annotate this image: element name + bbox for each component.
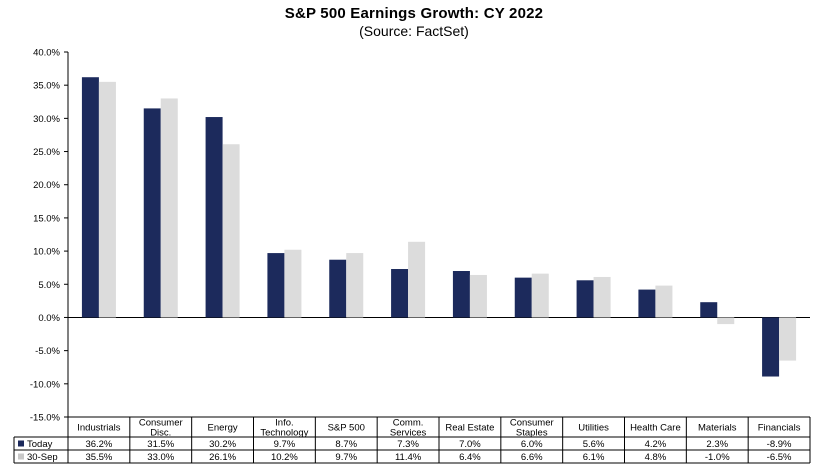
- category-label: Financials: [758, 423, 801, 434]
- data-label-30-sep: -1.0%: [705, 452, 730, 463]
- category-label: Energy: [208, 423, 238, 434]
- category-label: Comm.: [393, 418, 424, 429]
- legend-label-today: Today: [27, 439, 53, 450]
- y-tick-label: 40.0%: [33, 48, 60, 59]
- y-tick-label: 0.0%: [38, 313, 60, 324]
- bar-today: [267, 253, 285, 318]
- chart-subtitle: (Source: FactSet): [359, 23, 469, 39]
- bar-30-sep: [160, 98, 178, 318]
- bar-30-sep: [593, 276, 611, 318]
- category-label: S&P 500: [328, 423, 365, 434]
- y-tick-label: -10.0%: [30, 379, 61, 390]
- data-label-30-sep: 26.1%: [209, 452, 236, 463]
- bar-30-sep: [531, 273, 549, 318]
- bar-30-sep: [655, 285, 673, 318]
- bar-today: [514, 277, 532, 318]
- legend-label-30-sep: 30-Sep: [27, 452, 58, 463]
- data-label-today: -8.9%: [767, 439, 792, 450]
- data-label-30-sep: 10.2%: [271, 452, 298, 463]
- category-label: Info.: [275, 418, 294, 429]
- data-label-today: 4.2%: [645, 439, 667, 450]
- y-tick-label: 10.0%: [33, 247, 60, 258]
- category-label: Materials: [698, 423, 737, 434]
- category-label: Disc.: [150, 428, 171, 439]
- data-label-today: 36.2%: [85, 439, 112, 450]
- category-label: Consumer: [139, 418, 183, 429]
- data-label-30-sep: 6.4%: [459, 452, 481, 463]
- data-label-today: 7.3%: [397, 439, 419, 450]
- y-tick-label: -5.0%: [35, 346, 60, 357]
- data-label-today: 6.0%: [521, 439, 543, 450]
- category-label: Consumer: [510, 418, 554, 429]
- bar-30-sep: [779, 317, 797, 361]
- category-label: Health Care: [630, 423, 681, 434]
- bar-today: [576, 280, 594, 318]
- y-tick-label: 20.0%: [33, 180, 60, 191]
- category-label: Technology: [260, 428, 308, 439]
- bar-today: [638, 289, 656, 318]
- bar-30-sep: [346, 253, 364, 318]
- y-tick-label: 5.0%: [38, 280, 60, 291]
- bar-today: [762, 317, 780, 377]
- bar-30-sep: [469, 274, 487, 318]
- bar-30-sep: [408, 241, 426, 318]
- data-label-today: 31.5%: [147, 439, 174, 450]
- data-label-30-sep: 4.8%: [645, 452, 667, 463]
- data-label-today: 7.0%: [459, 439, 481, 450]
- data-label-today: 9.7%: [274, 439, 296, 450]
- data-label-30-sep: 6.6%: [521, 452, 543, 463]
- y-tick-label: -15.0%: [30, 413, 61, 424]
- legend-swatch-today: [18, 440, 24, 447]
- data-label-30-sep: 35.5%: [85, 452, 112, 463]
- data-label-today: 8.7%: [335, 439, 357, 450]
- bar-today: [329, 259, 347, 318]
- category-label: Real Estate: [445, 423, 494, 434]
- chart-title: S&P 500 Earnings Growth: CY 2022: [284, 5, 544, 22]
- y-tick-label: 35.0%: [33, 81, 60, 92]
- category-label: Industrials: [77, 423, 121, 434]
- bar-today: [205, 117, 223, 318]
- data-label-30-sep: 33.0%: [147, 452, 174, 463]
- data-label-30-sep: 11.4%: [395, 452, 422, 463]
- category-label: Services: [390, 428, 427, 439]
- category-label: Staples: [516, 428, 548, 439]
- bar-30-sep: [98, 81, 116, 318]
- data-label-today: 30.2%: [209, 439, 236, 450]
- data-label-30-sep: -6.5%: [767, 452, 792, 463]
- bar-today: [700, 302, 718, 318]
- bar-today: [452, 271, 470, 318]
- bar-30-sep: [222, 144, 240, 318]
- bar-30-sep: [284, 249, 302, 318]
- y-tick-label: 25.0%: [33, 147, 60, 158]
- bar-today: [81, 77, 99, 318]
- legend-swatch-30-sep: [18, 453, 24, 460]
- bar-today: [143, 108, 161, 318]
- data-label-today: 2.3%: [706, 439, 728, 450]
- y-tick-label: 30.0%: [33, 114, 60, 125]
- y-tick-label: 15.0%: [33, 213, 60, 224]
- bar-30-sep: [717, 317, 735, 325]
- data-label-30-sep: 6.1%: [583, 452, 605, 463]
- bar-today: [391, 269, 409, 318]
- data-label-today: 5.6%: [583, 439, 605, 450]
- data-label-30-sep: 9.7%: [335, 452, 357, 463]
- category-label: Utilities: [578, 423, 609, 434]
